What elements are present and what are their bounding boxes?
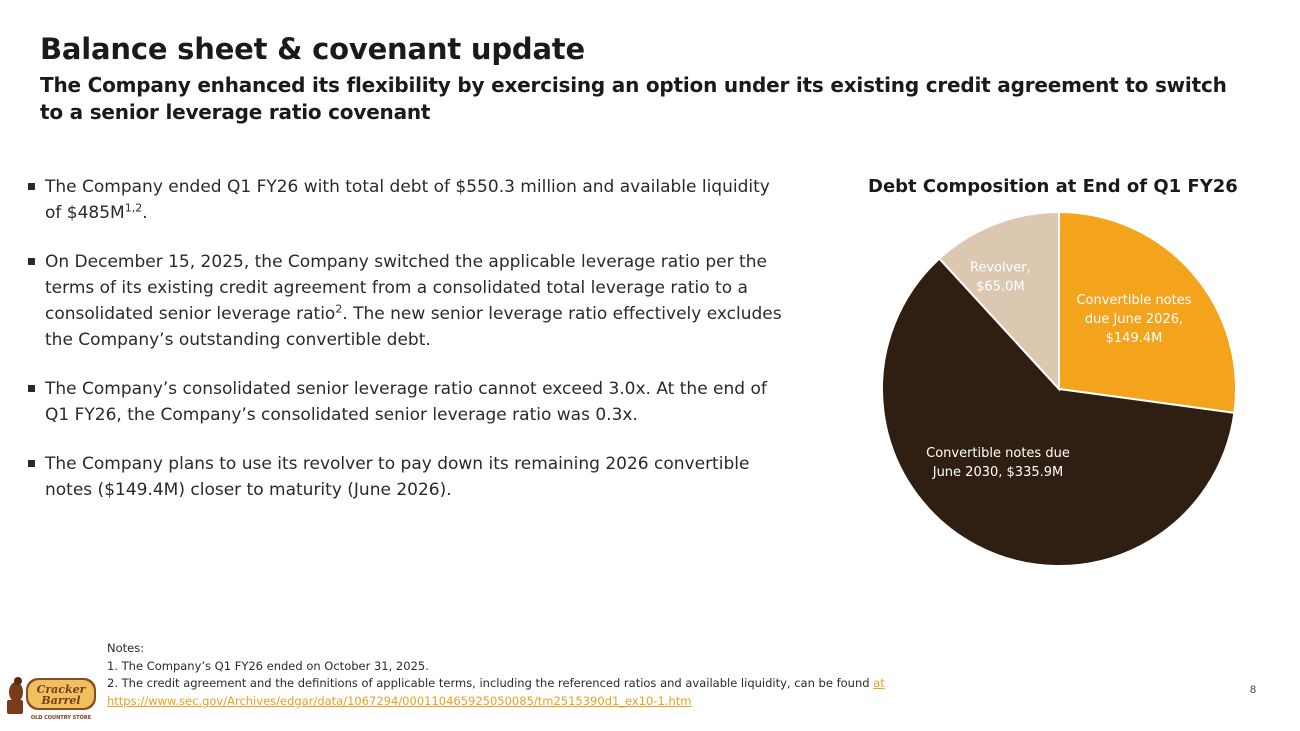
pie-label-line: due June 2026, (1085, 312, 1183, 327)
bullet-list: The Company ended Q1 FY26 with total deb… (26, 174, 786, 526)
pie-label: Convertible notes due June 2026, $149.4M (1076, 293, 1191, 346)
pie-label-line: June 2030, $335.9M (932, 465, 1064, 480)
pie-label-line: Revolver, (970, 260, 1031, 275)
note-2-text: 2. The credit agreement and the definiti… (107, 676, 874, 690)
page-number: 8 (1250, 684, 1257, 696)
pie-label-line: Convertible notes (1076, 293, 1191, 308)
footnotes: Notes: 1. The Company’s Q1 FY26 ended on… (107, 640, 1107, 710)
bullet-marker (28, 258, 35, 265)
bullet-text: The Company ended Q1 FY26 with total deb… (45, 177, 770, 223)
bullet-item: The Company’s consolidated senior levera… (26, 376, 786, 428)
bullet-marker (28, 460, 35, 467)
logo-emblem (7, 677, 23, 714)
bullet-marker (28, 385, 35, 392)
bullet-marker (28, 183, 35, 190)
pie-label: Convertible notes due June 2030, $335.9M (926, 446, 1070, 480)
footnote-ref: 1,2 (124, 201, 143, 215)
note-1: 1. The Company’s Q1 FY26 ended on Octobe… (107, 658, 429, 673)
logo-barrel-inner (28, 680, 94, 708)
logo-wordmark-1: Cracker (37, 683, 87, 696)
debt-pie-chart: Convertible notes due June 2026, $149.4MCo… (881, 210, 1237, 567)
bullet-text: The Company’s consolidated senior levera… (45, 379, 767, 425)
bullet-text: The Company plans to use its revolver to… (45, 454, 750, 500)
footnote-ref: 2 (335, 302, 343, 316)
chart-title: Debt Composition at End of Q1 FY26 (868, 176, 1238, 197)
pie-slice-revolver (937, 210, 1060, 392)
page-title: Balance sheet & covenant update (40, 32, 585, 66)
pie-slice-convertible-notes-due-june-2030 (881, 257, 1236, 567)
pie-label-line: $65.0M (976, 279, 1024, 294)
bullet-text: On December 15, 2025, the Company switch… (45, 252, 767, 324)
logo-wordmark-2: Barrel (40, 694, 80, 707)
bullet-item: On December 15, 2025, the Company switch… (26, 249, 786, 353)
logo-tagline: OLD COUNTRY STORE (31, 715, 92, 721)
note-2-link-word[interactable]: at (873, 676, 885, 690)
pie-label-line: $149.4M (1106, 331, 1163, 346)
bullet-item: The Company plans to use its revolver to… (26, 451, 786, 503)
bullet-item: The Company ended Q1 FY26 with total deb… (26, 174, 786, 226)
notes-heading: Notes: (107, 641, 145, 655)
note-2: 2. The credit agreement and the definiti… (107, 675, 1107, 710)
pie-label: Revolver, $65.0M (970, 260, 1031, 294)
cracker-barrel-logo: Cracker Barrel OLD COUNTRY STORE (7, 677, 96, 721)
pie-label-line: Convertible notes due (926, 446, 1070, 461)
bullet-text-end: . (142, 203, 148, 223)
sec-filing-link[interactable]: https://www.sec.gov/Archives/edgar/data/… (107, 693, 692, 708)
page-subtitle: The Company enhanced its flexibility by … (40, 73, 1227, 124)
bullet-text-end: . The new senior leverage ratio effectiv… (45, 304, 782, 350)
pie-slice-convertible-notes-due-june-2026 (1058, 210, 1237, 414)
